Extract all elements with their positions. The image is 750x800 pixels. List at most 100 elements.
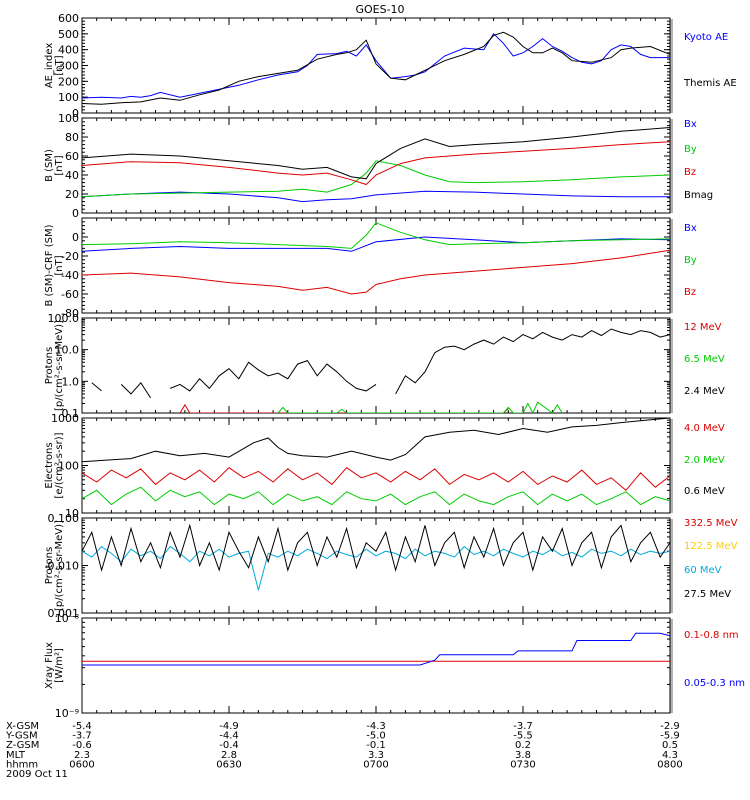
- x-row-value: -4.4: [219, 731, 239, 742]
- x-row-value: 0.5: [662, 740, 678, 751]
- y-axis-label: Protons: [44, 347, 55, 384]
- legend-entry: 27.5 MeV: [684, 589, 731, 600]
- panel-2: 0 20 40 60 80 100 B (SM) [nT] Bx By Bz Bmag: [44, 112, 713, 220]
- x-row-value: 2.8: [221, 750, 237, 761]
- series-line-4-0-mev: [82, 467, 670, 492]
- y-axis-label: [nT]: [54, 255, 65, 275]
- y-tick-label: -20: [61, 250, 79, 263]
- legend-entry: Bmag: [684, 190, 713, 201]
- y-tick-label: 100: [58, 112, 79, 125]
- x-row-value: -5.0: [366, 731, 386, 742]
- y-axis-label: [nT]: [54, 55, 65, 75]
- y-tick-label: 200: [58, 75, 79, 88]
- y-axis-label: [p/(cm²-s-sr-MeV)]: [54, 320, 65, 411]
- y-tick-label: 1000: [51, 412, 79, 425]
- y-axis-label: [W/m²]: [54, 648, 65, 683]
- series-line-60-mev: [82, 545, 670, 591]
- y-tick-label: 0: [72, 207, 79, 220]
- series-line-bx: [82, 190, 670, 203]
- y-axis-label: Electrons: [44, 442, 55, 488]
- y-tick-label: 0: [72, 107, 79, 120]
- y-axis-label: B (SM): [44, 149, 55, 182]
- legend-entry: 0.6 MeV: [684, 486, 725, 497]
- legend-entry: Bx: [684, 119, 697, 130]
- y-axis-label: [p/(cm²-s-sr-MeV)]: [54, 520, 65, 611]
- series-line-2-4-mev: [91, 328, 670, 399]
- x-row-value: -4.3: [366, 721, 386, 732]
- y-axis-label: B (SM)-CRF (SM): [44, 224, 55, 306]
- x-row-value: -5.5: [513, 731, 533, 742]
- y-tick-label: 400: [58, 44, 79, 57]
- y-tick-label: 10⁻⁸: [55, 612, 80, 625]
- x-date-label: 2009 Oct 11: [6, 769, 68, 780]
- panel-5: 10 100 1000 Electrons [e/(cm²-s-sr)] 4.0 MeV 2…: [44, 412, 725, 520]
- x-row-label: hhmm: [6, 759, 38, 770]
- y-tick-label: -40: [61, 269, 79, 282]
- series-line-27-5-mev: [82, 523, 670, 572]
- legend-entry: 4.0 MeV: [684, 423, 725, 434]
- panel-4: 0.1 1.0 10.0 100.0 Protons [p/(cm²-s-sr-MeV)]…: [44, 312, 725, 420]
- y-axis-label: [e/(cm²-s-sr)]: [54, 432, 65, 498]
- x-row-value: -5.4: [72, 721, 92, 732]
- y-axis-label: Protons: [44, 547, 55, 584]
- y-tick-label: 100: [58, 91, 79, 104]
- legend-entry: 2.0 MeV: [684, 455, 725, 466]
- series-line-bx: [82, 236, 670, 252]
- legend-entry: 2.4 MeV: [684, 386, 725, 397]
- legend-entry: Bz: [684, 287, 696, 298]
- x-row-value: -0.4: [219, 740, 239, 751]
- series-line-by: [82, 160, 670, 198]
- x-row-value: 0800: [657, 759, 682, 770]
- x-row-label: Y-GSM: [5, 731, 38, 742]
- series-line-bz: [82, 141, 670, 186]
- y-tick-label: 600: [58, 12, 79, 25]
- series-line-0-05-0-3-nm: [82, 632, 670, 666]
- legend-entry: By: [684, 255, 697, 266]
- series-line-bz: [82, 249, 670, 295]
- y-tick-label: 40: [65, 169, 79, 182]
- y-tick-label: 100: [58, 460, 79, 473]
- y-tick-label: 80: [65, 131, 79, 144]
- y-tick-label: 10: [65, 507, 79, 520]
- y-tick-label: 60: [65, 150, 79, 163]
- y-tick-label: 500: [58, 28, 79, 41]
- x-row-label: Z-GSM: [6, 740, 39, 751]
- y-tick-label: 10.0: [55, 344, 80, 357]
- x-row-value: 0700: [363, 759, 388, 770]
- y-tick-label: 0.010: [48, 560, 80, 573]
- y-tick-label: 20: [65, 188, 79, 201]
- x-row-value: 0730: [510, 759, 535, 770]
- y-tick-label: 0.001: [48, 607, 80, 620]
- y-axis-label: [nT]: [54, 155, 65, 175]
- chart-title: GOES-10: [355, 3, 404, 16]
- y-tick-label: 10⁻⁹: [55, 707, 79, 720]
- y-tick-label: -60: [61, 288, 79, 301]
- x-row-value: -3.7: [72, 731, 92, 742]
- x-row-value: 0.2: [515, 740, 531, 751]
- legend-entry: 0.05-0.3 nm: [684, 678, 745, 689]
- x-row-value: 4.3: [662, 750, 678, 761]
- legend-entry: Kyoto AE: [684, 32, 728, 43]
- y-tick-label: 0.100: [48, 512, 80, 525]
- legend-entry: 12 MeV: [684, 322, 722, 333]
- x-row-value: -3.7: [513, 721, 533, 732]
- panel-1: 0 100 200 300 400 500 600 AE_index [nT] Kyoto AE T…: [44, 12, 737, 120]
- y-axis-label: AE_index: [44, 43, 55, 89]
- y-tick-label: 300: [58, 60, 79, 73]
- x-row-value: 2.3: [74, 750, 90, 761]
- x-axis-footer: X-GSM -5.4 -4.9 -4.3 -3.7 -2.9 Y-GSM -3.7 -4.4 -5…: [5, 721, 683, 780]
- x-row-value: -5.9: [660, 731, 680, 742]
- legend-entry: 0.1-0.8 nm: [684, 630, 739, 641]
- series-line-2-0-mev: [82, 486, 670, 506]
- panel-7: 10⁻⁹ 10⁻⁸ Xray Flux [W/m²] 0.1-0.8 nm 0.05-0.…: [44, 612, 745, 720]
- series-line-kyoto-ae: [82, 33, 670, 99]
- y-tick-label: 100.0: [48, 312, 80, 325]
- series-line-by: [82, 222, 670, 249]
- x-row-value: 3.8: [515, 750, 531, 761]
- legend-entry: Bz: [684, 167, 696, 178]
- series-line-themis-ae: [82, 31, 670, 105]
- y-tick-label: 1.0: [62, 375, 80, 388]
- y-tick-label: 0.1: [62, 407, 80, 420]
